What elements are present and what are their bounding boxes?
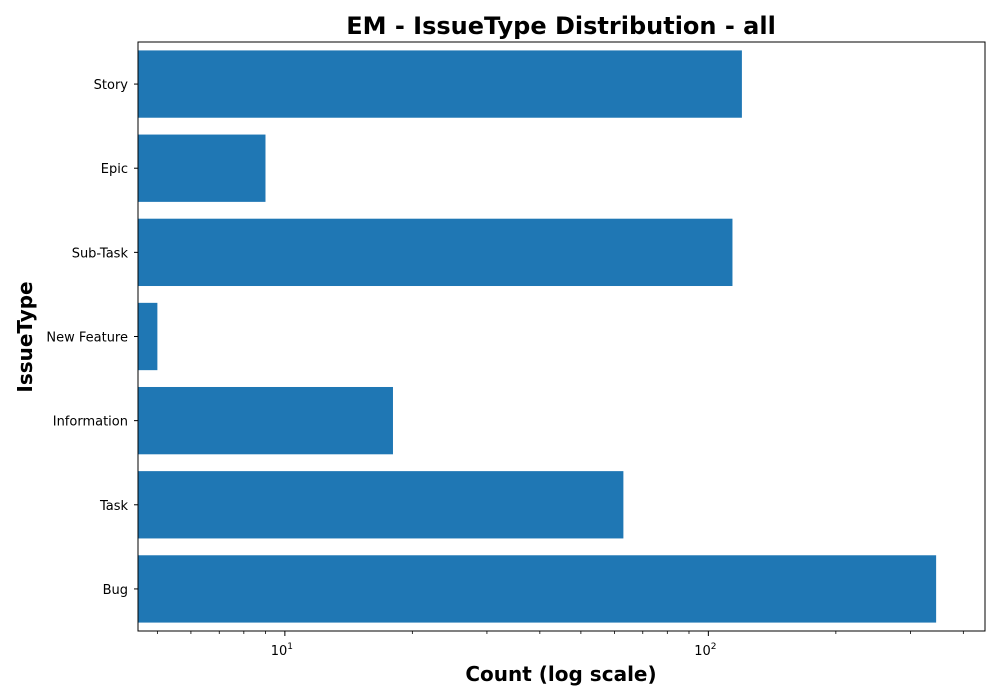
y-tick-label-sub-task: Sub-Task bbox=[72, 246, 129, 261]
plot-frame bbox=[137, 41, 986, 632]
x-axis: 101 102 bbox=[156, 631, 964, 659]
bar-new-feature bbox=[138, 302, 158, 371]
bar-bug bbox=[138, 555, 937, 623]
x-axis-label: Count (log scale) bbox=[465, 662, 656, 686]
y-tick-label-new-feature: New Feature bbox=[46, 331, 128, 346]
y-tick-label-task: Task bbox=[99, 499, 129, 514]
chart-title: EM - IssueType Distribution - all bbox=[346, 12, 776, 40]
bar-task bbox=[138, 471, 624, 539]
y-tick-label-information: Information bbox=[53, 415, 128, 430]
bar-epic bbox=[138, 134, 266, 202]
y-axis-label: IssueType bbox=[13, 281, 37, 392]
y-axis: Story Epic Sub-Task New Feature Information T… bbox=[46, 78, 138, 598]
y-tick-label-bug: Bug bbox=[103, 583, 128, 598]
y-tick-label-story: Story bbox=[94, 78, 129, 93]
bar-information bbox=[138, 386, 393, 455]
x-tick-label-100: 102 bbox=[694, 642, 716, 659]
bar-story bbox=[138, 50, 742, 118]
y-tick-label-epic: Epic bbox=[101, 162, 128, 177]
bar-sub-task bbox=[138, 218, 733, 287]
bars-layer bbox=[138, 50, 937, 623]
x-tick-label-10: 101 bbox=[271, 642, 293, 659]
